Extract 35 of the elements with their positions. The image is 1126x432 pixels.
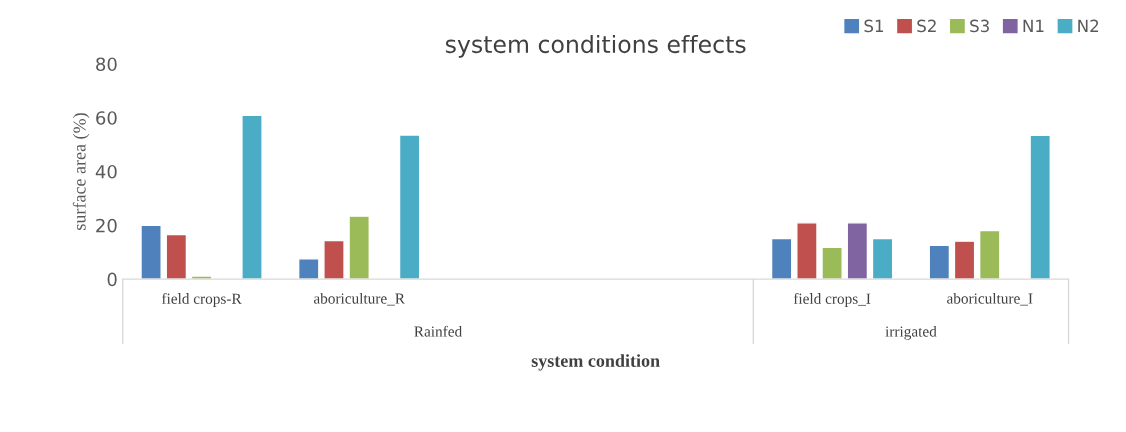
bar [1029, 134, 1051, 280]
bar [140, 224, 162, 280]
bar [165, 233, 188, 280]
y-tick-label: 20 [96, 218, 117, 233]
x-axis-title: system condition [531, 354, 660, 371]
legend-label: S1 [864, 19, 884, 33]
bar [348, 215, 370, 280]
y-tick-label: 0 [107, 272, 117, 287]
x-tick-label: aboriculture_R [313, 292, 405, 306]
bar [821, 246, 843, 280]
y-tick-label: 80 [96, 57, 117, 72]
bar [846, 222, 869, 280]
bar [871, 237, 894, 280]
bar [796, 222, 818, 280]
bar [398, 134, 421, 280]
legend-label: N1 [1023, 19, 1044, 32]
x-tick-label: field crops-R [161, 292, 242, 307]
text: Rainfed [414, 325, 463, 337]
x-tick-label: aboriculture_I [947, 292, 1033, 306]
legend-label: N2 [1078, 19, 1099, 32]
bar [928, 244, 951, 280]
bar [323, 239, 345, 280]
text: irrigated [885, 325, 937, 340]
bar [770, 237, 793, 280]
x-tick-label: field crops_I [793, 292, 871, 307]
bar [241, 114, 263, 280]
legend-label: S3 [970, 19, 989, 33]
y-tick-label: 40 [95, 164, 117, 179]
bar [978, 229, 1001, 280]
legend-label: S2 [917, 19, 936, 33]
bar [297, 258, 320, 280]
y-tick-label: 60 [96, 111, 117, 125]
y-axis-title: surface area (%) [72, 113, 90, 230]
bar [953, 240, 976, 280]
chart-title: system conditions effects [445, 34, 746, 58]
